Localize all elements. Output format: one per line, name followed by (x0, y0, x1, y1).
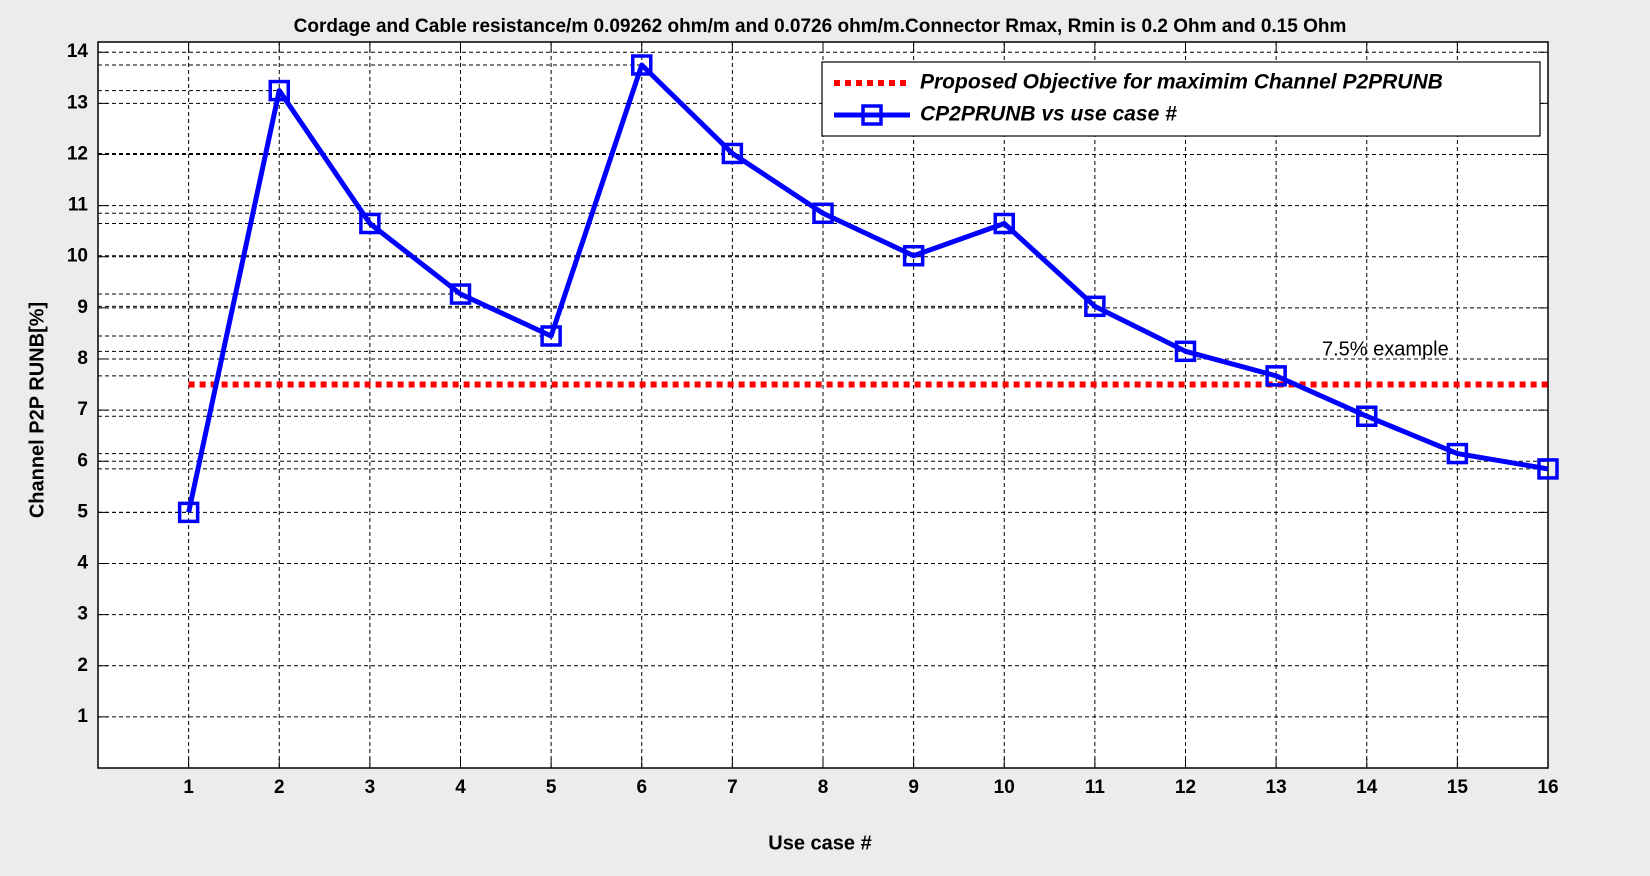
x-tick-label: 15 (1447, 777, 1469, 798)
x-tick-label: 8 (818, 777, 829, 798)
x-tick-label: 14 (1356, 777, 1378, 798)
data-point (449, 283, 472, 305)
data-point (1537, 458, 1559, 480)
chart-title: Cordage and Cable resistance/m 0.09262 o… (294, 16, 1347, 37)
y-tick-label: 8 (77, 348, 88, 369)
x-tick-label: 7 (727, 777, 738, 798)
x-tick-label: 2 (274, 777, 285, 798)
data-point (812, 202, 834, 225)
y-axis-label: Channel P2P RUNB[%] (26, 302, 48, 518)
data-point (359, 212, 381, 235)
x-tick-label: 5 (546, 777, 557, 798)
data-point (268, 79, 290, 102)
legend: Proposed Objective for maximim Channel P… (821, 61, 1541, 137)
x-tick-label: 13 (1266, 777, 1287, 798)
data-point (1265, 365, 1287, 387)
y-tick-label: 9 (77, 297, 88, 318)
y-tick-label: 4 (77, 553, 88, 574)
series-line (186, 62, 1549, 513)
data-point (721, 142, 744, 165)
plot-frame (97, 41, 1549, 769)
y-tick-label: 1 (77, 706, 88, 727)
x-tick-label: 3 (365, 777, 376, 798)
data-point (177, 501, 200, 524)
x-tick-label: 12 (1175, 777, 1196, 798)
x-tick-label: 10 (994, 777, 1015, 798)
x-tick-label: 6 (636, 777, 647, 798)
data-point (1174, 340, 1197, 363)
y-tick-label: 7 (77, 399, 88, 420)
y-tick-label: 13 (67, 92, 88, 113)
legend-label: CP2PRUNB vs use case # (920, 103, 1177, 126)
legend-box (821, 61, 1541, 137)
x-tick-label: 4 (455, 777, 466, 798)
legend-marker (861, 104, 883, 126)
data-point (1446, 442, 1469, 465)
annotation: 7.5% example (1322, 338, 1449, 360)
y-tick-label: 12 (67, 143, 88, 164)
y-tick-label: 2 (77, 655, 88, 676)
y-tick-label: 10 (67, 246, 88, 267)
data-point (902, 244, 925, 267)
x-tick-label: 16 (1537, 777, 1558, 798)
legend-label: Proposed Objective for maximim Channel P… (920, 71, 1443, 94)
x-tick-label: 9 (908, 777, 919, 798)
data-point (1356, 405, 1378, 427)
y-tick-label: 5 (77, 501, 88, 522)
y-tick-label: 6 (77, 450, 88, 471)
data-point (540, 325, 562, 347)
y-tick-label: 11 (68, 195, 89, 216)
x-tick-label: 1 (183, 777, 194, 798)
data-point (993, 212, 1015, 235)
x-tick-label: 11 (1085, 777, 1106, 798)
y-tick-label: 14 (67, 41, 89, 62)
x-axis-label: Use case # (768, 832, 871, 854)
data-point (1084, 295, 1106, 318)
y-tick-label: 3 (77, 604, 88, 625)
data-point (631, 54, 653, 76)
